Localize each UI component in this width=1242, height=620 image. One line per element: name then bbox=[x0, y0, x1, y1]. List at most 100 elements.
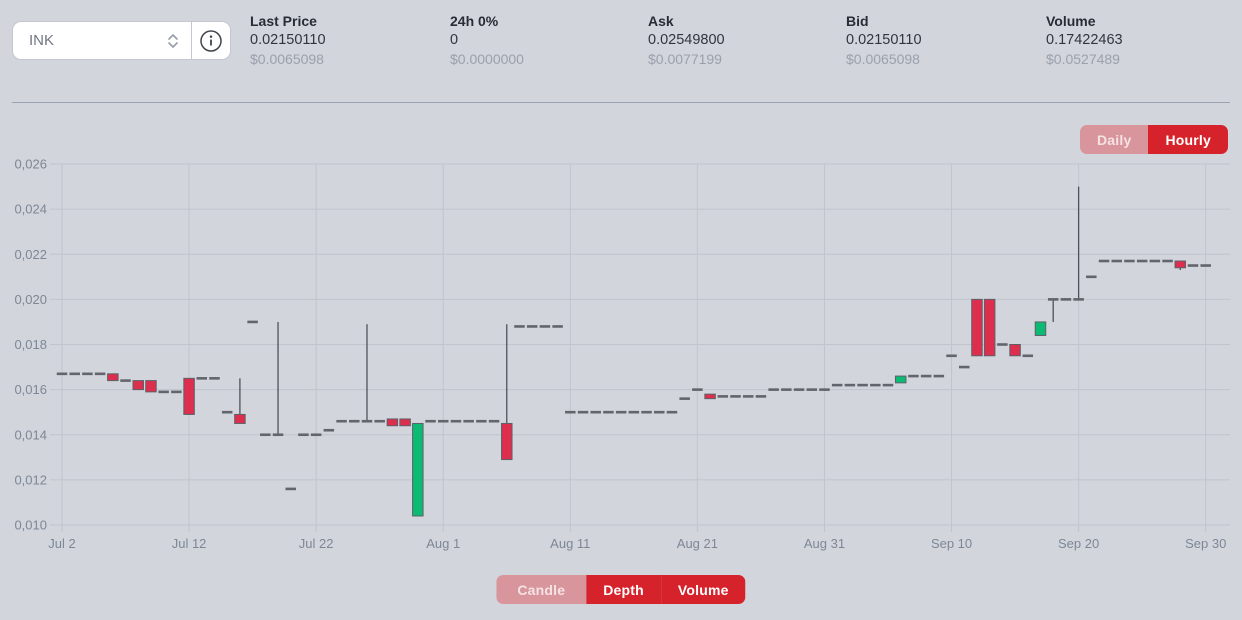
candle-doji-dash[interactable] bbox=[1200, 264, 1211, 267]
info-button[interactable] bbox=[192, 22, 230, 59]
candle-body[interactable] bbox=[1174, 260, 1187, 269]
candle-doji-dash[interactable] bbox=[196, 377, 208, 380]
candle-doji-dash[interactable] bbox=[844, 383, 856, 387]
candle-doji-dash[interactable] bbox=[565, 410, 576, 414]
candle-doji-dash[interactable] bbox=[717, 395, 729, 398]
candle-doji-dash[interactable] bbox=[69, 372, 80, 376]
candle-doji-dash[interactable] bbox=[1098, 259, 1110, 263]
candle-body[interactable] bbox=[704, 393, 716, 400]
candle-doji-dash[interactable] bbox=[1060, 298, 1072, 301]
candle-doji-dash[interactable] bbox=[1162, 259, 1173, 263]
candle-doji-dash[interactable] bbox=[730, 395, 741, 398]
depth-view-button[interactable]: Depth bbox=[586, 575, 661, 604]
candle-doji-dash[interactable] bbox=[755, 395, 767, 398]
candle-body[interactable] bbox=[183, 377, 195, 415]
candle-doji-dash[interactable] bbox=[298, 433, 309, 437]
candle-doji-dash[interactable] bbox=[1022, 354, 1034, 358]
candle-doji-dash[interactable] bbox=[56, 372, 68, 376]
candle-doji-dash[interactable] bbox=[959, 365, 970, 369]
candle-doji-dash[interactable] bbox=[476, 419, 487, 423]
candle-doji-dash[interactable] bbox=[247, 320, 258, 324]
candle-doji-dash[interactable] bbox=[654, 410, 665, 414]
candle-doji-dash[interactable] bbox=[781, 388, 792, 391]
candle-body[interactable] bbox=[971, 298, 983, 357]
candle-doji-dash[interactable] bbox=[997, 343, 1008, 346]
candle-doji-dash[interactable] bbox=[1111, 259, 1122, 263]
daily-button[interactable]: Daily bbox=[1079, 125, 1149, 154]
candle-doji-dash[interactable] bbox=[768, 388, 779, 391]
candle-body[interactable] bbox=[399, 418, 411, 427]
candle-body[interactable] bbox=[1009, 344, 1021, 357]
candle-doji-dash[interactable] bbox=[577, 410, 589, 414]
candle-doji-dash[interactable] bbox=[666, 410, 678, 414]
candle-doji-dash[interactable] bbox=[120, 379, 131, 382]
candle-doji-dash[interactable] bbox=[158, 390, 169, 394]
candle-doji-dash[interactable] bbox=[361, 419, 373, 423]
candle-doji-dash[interactable] bbox=[82, 372, 93, 376]
candle-doji-dash[interactable] bbox=[552, 325, 563, 328]
candle-doji-dash[interactable] bbox=[831, 383, 843, 387]
candle-doji-dash[interactable] bbox=[1136, 259, 1148, 263]
candle-doji-dash[interactable] bbox=[857, 383, 868, 387]
candle-doji-dash[interactable] bbox=[171, 390, 182, 394]
candle-body[interactable] bbox=[107, 373, 119, 382]
candle-doji-dash[interactable] bbox=[463, 419, 474, 423]
candle-doji-dash[interactable] bbox=[526, 325, 538, 328]
candle-doji-dash[interactable] bbox=[742, 395, 754, 398]
candle-doji-dash[interactable] bbox=[1086, 275, 1097, 279]
candle-body[interactable] bbox=[983, 298, 996, 357]
candle-doji-dash[interactable] bbox=[603, 410, 614, 414]
candle-doji-dash[interactable] bbox=[870, 383, 881, 387]
candle-doji-dash[interactable] bbox=[539, 325, 551, 328]
candle-body[interactable] bbox=[386, 418, 399, 427]
candle-body[interactable] bbox=[894, 375, 907, 384]
candle-doji-dash[interactable] bbox=[285, 487, 296, 491]
candle-doji-dash[interactable] bbox=[628, 410, 640, 414]
candle-view-button[interactable]: Candle bbox=[496, 575, 587, 604]
candle-doji-dash[interactable] bbox=[94, 372, 106, 376]
candle-doji-dash[interactable] bbox=[933, 374, 945, 378]
candle-doji-dash[interactable] bbox=[221, 410, 233, 414]
candle-doji-dash[interactable] bbox=[260, 433, 271, 437]
candle-body[interactable] bbox=[234, 413, 246, 424]
hourly-button[interactable]: Hourly bbox=[1148, 125, 1228, 154]
candle-doji-dash[interactable] bbox=[819, 388, 830, 391]
candle-body[interactable] bbox=[412, 422, 424, 517]
volume-view-button[interactable]: Volume bbox=[660, 575, 746, 604]
candle-doji-dash[interactable] bbox=[323, 428, 335, 432]
candle-doji-dash[interactable] bbox=[336, 419, 347, 423]
candle-doji-dash[interactable] bbox=[1073, 298, 1084, 301]
candle-doji-dash[interactable] bbox=[882, 383, 894, 387]
pair-select[interactable]: INK bbox=[13, 22, 191, 59]
candle-doji-dash[interactable] bbox=[310, 433, 322, 437]
candle-doji-dash[interactable] bbox=[349, 419, 360, 423]
candle-doji-dash[interactable] bbox=[374, 419, 385, 423]
candle-body[interactable] bbox=[1034, 321, 1047, 336]
candle-doji-dash[interactable] bbox=[1047, 298, 1059, 301]
candle-doji-dash[interactable] bbox=[793, 388, 805, 391]
candle-doji-dash[interactable] bbox=[425, 419, 436, 423]
candle-body[interactable] bbox=[132, 380, 144, 391]
y-axis-label: 0,020 bbox=[14, 292, 47, 307]
candle-doji-dash[interactable] bbox=[615, 410, 627, 414]
candle-doji-dash[interactable] bbox=[437, 419, 449, 423]
price-chart[interactable]: 0,026 0,024 0,022 0,020 0,018 0,016 0,014 0,012… bbox=[0, 104, 1242, 564]
candle-doji-dash[interactable] bbox=[946, 354, 957, 358]
candle-body[interactable] bbox=[145, 380, 157, 393]
candle-doji-dash[interactable] bbox=[908, 374, 919, 378]
candle-doji-dash[interactable] bbox=[641, 410, 652, 414]
candle-doji-dash[interactable] bbox=[514, 325, 525, 328]
candle-doji-dash[interactable] bbox=[679, 397, 690, 400]
candle-doji-dash[interactable] bbox=[1149, 259, 1161, 263]
candle-doji-dash[interactable] bbox=[450, 419, 462, 423]
candle-body[interactable] bbox=[501, 422, 513, 461]
candle-doji-dash[interactable] bbox=[590, 410, 601, 414]
candle-doji-dash[interactable] bbox=[920, 374, 932, 378]
candle-doji-dash[interactable] bbox=[272, 433, 284, 437]
candle-doji-dash[interactable] bbox=[1187, 264, 1199, 267]
candle-doji-dash[interactable] bbox=[488, 419, 500, 423]
candle-doji-dash[interactable] bbox=[806, 388, 818, 391]
candle-doji-dash[interactable] bbox=[1124, 259, 1135, 263]
candle-doji-dash[interactable] bbox=[209, 377, 220, 380]
candle-doji-dash[interactable] bbox=[692, 388, 703, 391]
